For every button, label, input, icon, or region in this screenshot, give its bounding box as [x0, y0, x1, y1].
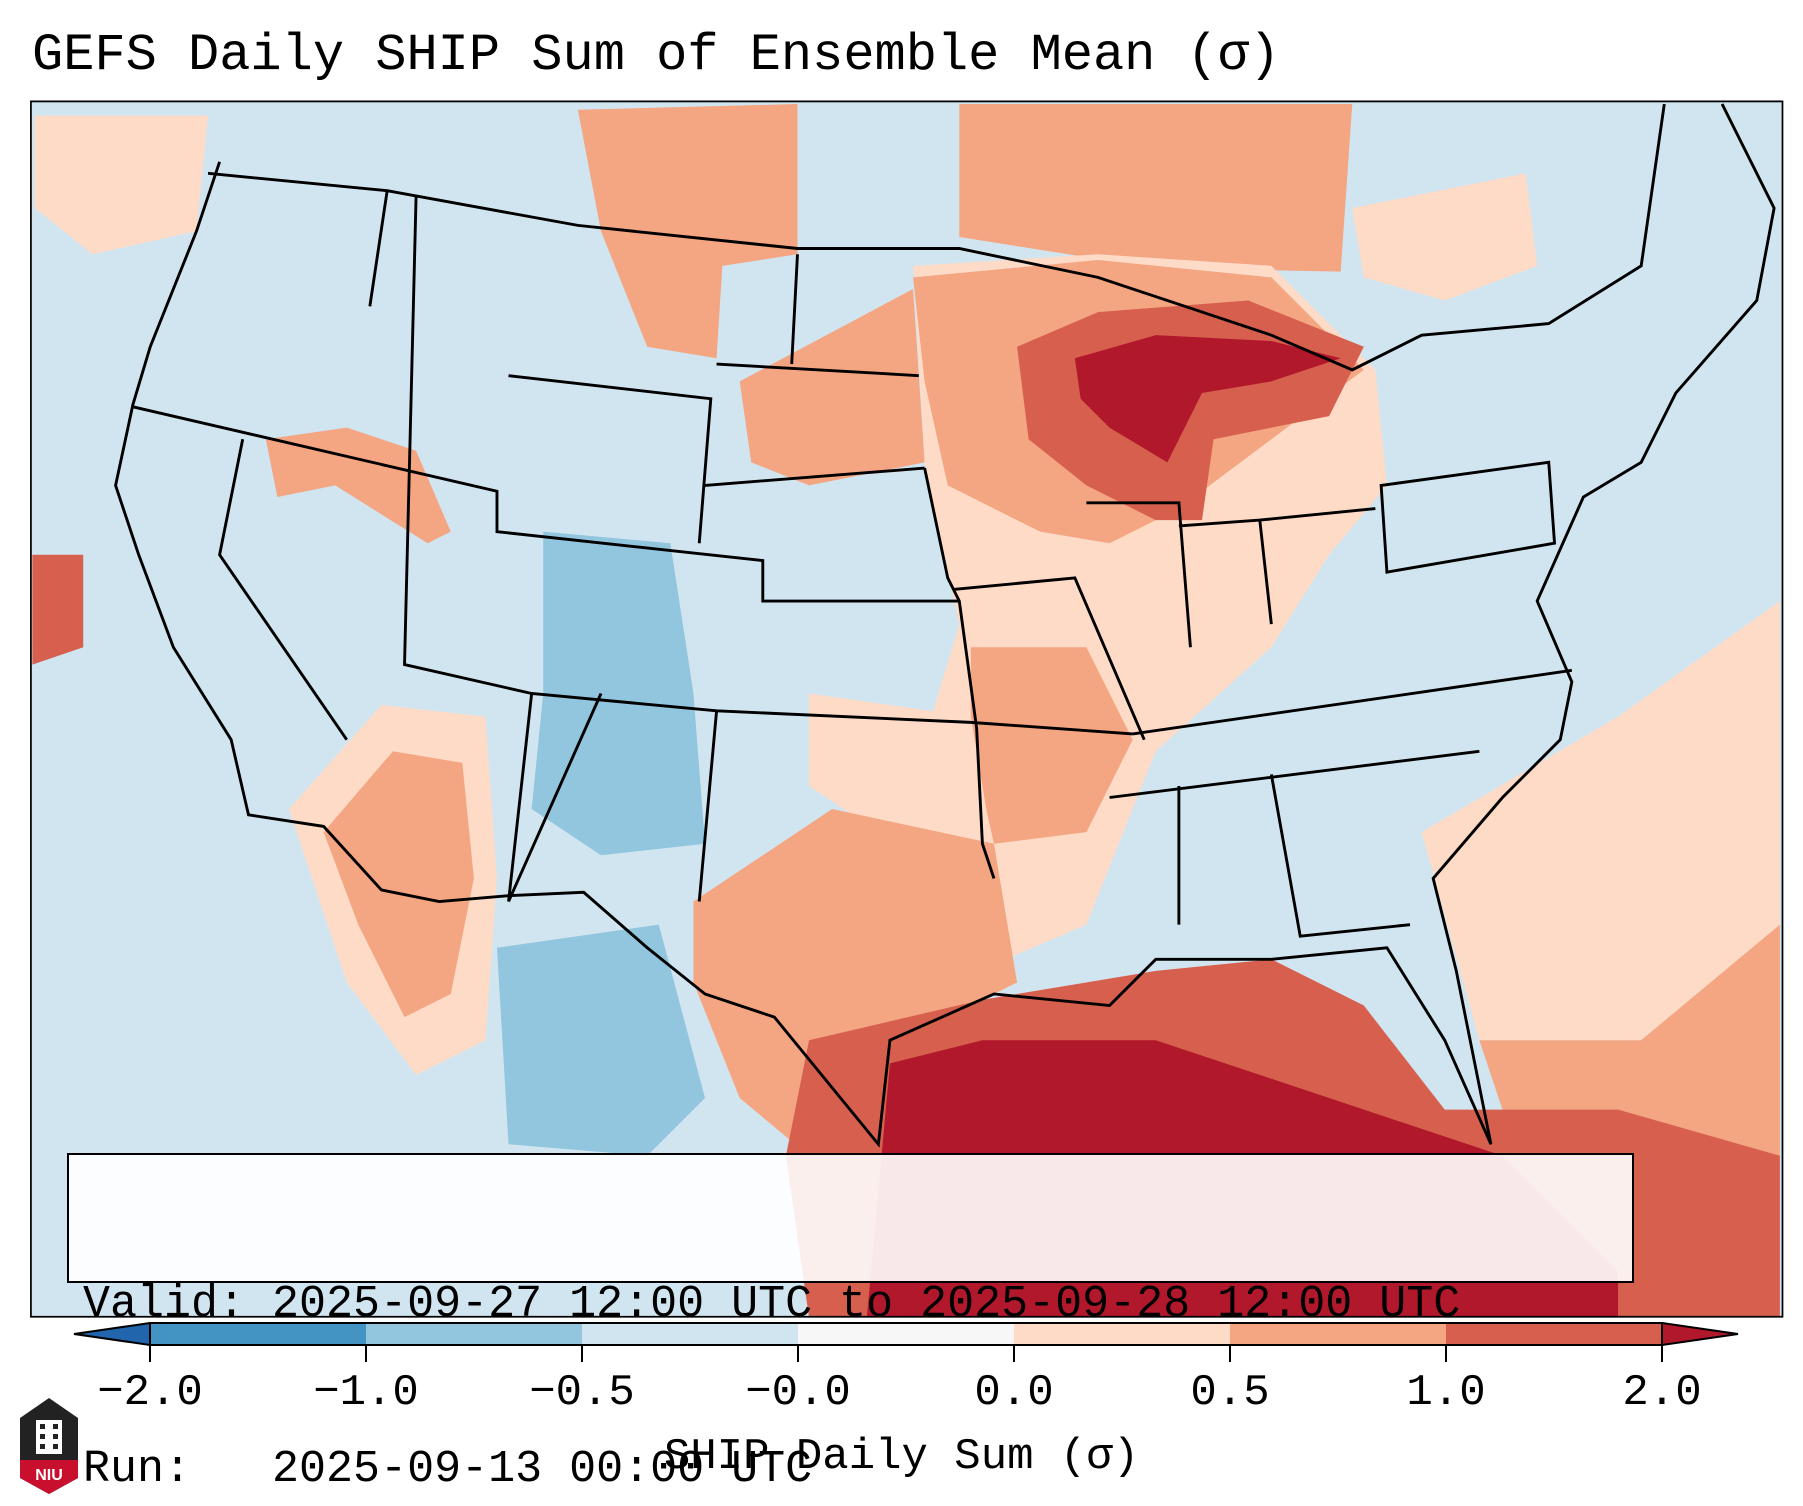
colorbar-tick-label: 2.0 — [1622, 1368, 1702, 1418]
region-mexico-blue — [496, 924, 706, 1156]
colorbar-tick-label: 1.0 — [1406, 1368, 1486, 1418]
region-dakota — [739, 288, 925, 486]
region-north-top — [959, 104, 1353, 272]
colorbar-extend-high — [1661, 1322, 1739, 1346]
region-northwest — [34, 115, 209, 255]
colorbar-tick-label: 0.0 — [974, 1368, 1054, 1418]
region-idaho — [265, 427, 451, 544]
colorbar — [73, 1322, 1739, 1346]
colorbar-tick — [581, 1344, 583, 1362]
valid-label: Valid: — [83, 1279, 246, 1330]
colorbar-seg-4 — [798, 1323, 1014, 1345]
colorbar-label: SHIP Daily Sum (σ) — [663, 1432, 1140, 1482]
colorbar-tick-label: −1.0 — [313, 1368, 419, 1418]
colorbar-tick — [1445, 1344, 1447, 1362]
region-northeast-light — [1352, 173, 1538, 301]
run-label: Run: — [83, 1444, 192, 1495]
colorbar-tick — [149, 1344, 151, 1362]
region-texas — [693, 809, 1018, 1156]
colorbar-tick — [1229, 1344, 1231, 1362]
colorbar-extend-low — [73, 1322, 151, 1346]
info-box: Valid: 2025-09-27 12:00 UTC to 2025-09-2… — [67, 1153, 1634, 1495]
canada-border — [207, 103, 1666, 372]
colorbar-seg-3 — [582, 1323, 798, 1345]
state-borders — [114, 103, 1776, 1148]
us-outline — [114, 103, 1776, 1148]
colorbar-seg-5 — [1014, 1323, 1230, 1345]
run-row: Run: 2025-09-13 00:00 UTC — [83, 1442, 1618, 1497]
region-southwest-orange — [323, 751, 474, 1018]
region-great-lakes-core — [1074, 335, 1341, 463]
colorbar-tick — [365, 1344, 367, 1362]
region-southern-plains — [970, 647, 1133, 844]
region-north-plains — [577, 104, 798, 359]
valid-value: 2025-09-27 12:00 UTC to 2025-09-28 12:00… — [272, 1279, 1461, 1330]
run-value: 2025-09-13 00:00 UTC — [272, 1444, 813, 1495]
border-lines — [132, 190, 1573, 938]
colorbar-seg-2 — [366, 1323, 582, 1345]
colorbar-seg-6 — [1230, 1323, 1446, 1345]
valid-row: Valid: 2025-09-27 12:00 UTC to 2025-09-2… — [83, 1277, 1618, 1332]
region-pacific-patch — [32, 554, 84, 665]
colorbar-tick — [1013, 1344, 1015, 1362]
region-colorado-blue — [531, 531, 706, 856]
colorbar-tick-label: −2.0 — [97, 1368, 203, 1418]
colorbar-tick-label: −0.5 — [529, 1368, 635, 1418]
colorbar-tick — [1661, 1344, 1663, 1362]
chart-title: GEFS Daily SHIP Sum of Ensemble Mean (σ) — [32, 26, 1281, 85]
colorbar-seg-1 — [150, 1323, 366, 1345]
colorbar-tick — [797, 1344, 799, 1362]
colorbar-seg-7 — [1446, 1323, 1662, 1345]
svg-text:NIU: NIU — [35, 1467, 63, 1484]
colorbar-tick-label: 0.5 — [1190, 1368, 1270, 1418]
colorbar-tick-label: −0.0 — [745, 1368, 851, 1418]
niu-logo: NIU — [20, 1398, 78, 1494]
region-atlantic — [1421, 601, 1780, 1041]
